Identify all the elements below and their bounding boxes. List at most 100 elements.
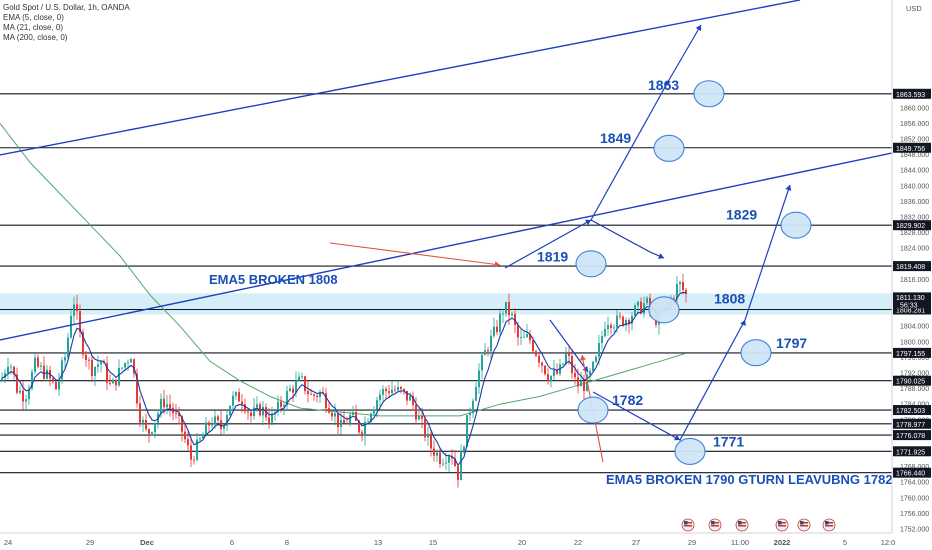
level-price-tag <box>893 418 931 429</box>
candle-body <box>496 326 498 333</box>
projection-arrow <box>549 319 589 373</box>
candle-body <box>421 415 423 419</box>
lower-trend-line <box>0 152 893 341</box>
annotation-label: 1771 <box>713 433 744 449</box>
candle-body <box>424 418 426 438</box>
candle-body <box>643 303 645 314</box>
candle-body <box>325 393 327 409</box>
candle-body <box>31 371 33 389</box>
arrow-head <box>674 434 680 441</box>
level-price-label: 1797.155 <box>896 351 925 358</box>
level-price-label: 1849.756 <box>896 146 925 153</box>
projection-arrow <box>668 24 702 81</box>
price-tick-label: 1804.000 <box>900 324 929 331</box>
candle-body <box>310 394 312 395</box>
time-tick-label: 20 <box>518 538 526 547</box>
candle-body <box>238 392 240 402</box>
level-price-label: 1863.593 <box>896 92 925 99</box>
time-tick-label: 13 <box>374 538 382 547</box>
candle-body <box>676 283 678 299</box>
price-tick-label: 1828.000 <box>900 230 929 237</box>
chart-legend: Gold Spot / U.S. Dollar, 1h, OANDA EMA (… <box>3 3 130 43</box>
us-flag-icon <box>778 522 786 524</box>
candle-body <box>199 438 201 440</box>
candle-body <box>244 404 246 412</box>
chart-title: Gold Spot / U.S. Dollar, 1h, OANDA <box>3 3 130 12</box>
price-tick-label: 1796.000 <box>900 355 929 362</box>
current-price-tag <box>893 292 931 309</box>
time-tick-label: 22 <box>574 538 582 547</box>
price-tick-label: 1832.000 <box>900 215 929 222</box>
level-price-label: 1771.925 <box>896 449 925 456</box>
arrow-head <box>494 261 500 268</box>
candle-body <box>364 421 366 437</box>
current-price-label: 1811.130 <box>896 295 925 302</box>
candle-body <box>205 422 207 435</box>
candle-body <box>529 334 531 341</box>
candle-body <box>469 413 471 416</box>
price-tick-label: 1768.000 <box>900 464 929 471</box>
candle-body <box>604 329 606 337</box>
projection-arrow <box>592 184 791 441</box>
level-price-label: 1782.503 <box>896 408 925 415</box>
candle-body <box>481 355 483 371</box>
candle-body <box>613 327 615 329</box>
candle-body <box>367 421 369 423</box>
arrow-head <box>579 355 587 361</box>
candle-body <box>121 367 123 369</box>
price-tick-label: 1852.000 <box>900 137 929 144</box>
price-tick-label: 1836.000 <box>900 199 929 206</box>
candle-body <box>682 281 684 290</box>
candle-body <box>268 417 270 423</box>
candle-body <box>448 456 450 463</box>
price-tick-label: 1752.000 <box>900 527 929 534</box>
price-tick-label: 1800.000 <box>900 339 929 346</box>
candle-body <box>535 351 537 356</box>
candle-body <box>112 379 114 384</box>
candle-body <box>580 381 582 387</box>
candle-body <box>166 404 168 408</box>
ema5-line <box>1 291 687 467</box>
time-tick-label: 8 <box>285 538 289 547</box>
level-price-tag <box>893 467 931 478</box>
candle-body <box>382 389 384 395</box>
candle-body <box>175 413 177 415</box>
candle-body <box>304 376 306 392</box>
candle-body <box>226 415 228 426</box>
candle-body <box>490 335 492 352</box>
candle-body <box>250 412 252 417</box>
candle-body <box>301 376 303 378</box>
time-tick-label: 15 <box>429 538 437 547</box>
candle-body <box>598 343 600 357</box>
candle-body <box>475 387 477 401</box>
candle-body <box>484 350 486 356</box>
candle-body <box>430 433 432 449</box>
us-flag-icon <box>738 522 746 524</box>
candle-body <box>592 361 594 371</box>
us-flag-icon <box>800 525 808 527</box>
annotation-label: EMA5 BROKEN 1790 GTURN LEAVUBNG 1782 OP <box>606 472 915 487</box>
price-tick-label: 1856.000 <box>900 121 929 128</box>
candle-body <box>385 389 387 392</box>
candle-body <box>685 289 687 294</box>
annotation-label: 1797 <box>776 335 807 351</box>
candle-body <box>526 334 528 337</box>
target-circle <box>780 211 812 239</box>
candle-body <box>349 415 351 424</box>
candle-body <box>82 332 84 355</box>
candle-body <box>370 413 372 422</box>
candle-body <box>487 350 489 352</box>
candle-body <box>61 360 63 380</box>
candle-body <box>352 412 354 416</box>
candle-body <box>115 379 117 386</box>
candle-body <box>556 369 558 374</box>
candle-body <box>202 434 204 439</box>
candle-body <box>142 419 144 423</box>
candle-body <box>502 313 504 315</box>
level-price-label: 1778.977 <box>896 422 925 429</box>
candle-body <box>463 446 465 452</box>
candle-body <box>28 388 30 400</box>
candle-body <box>412 396 414 406</box>
annotation-label: 1829 <box>726 206 757 222</box>
